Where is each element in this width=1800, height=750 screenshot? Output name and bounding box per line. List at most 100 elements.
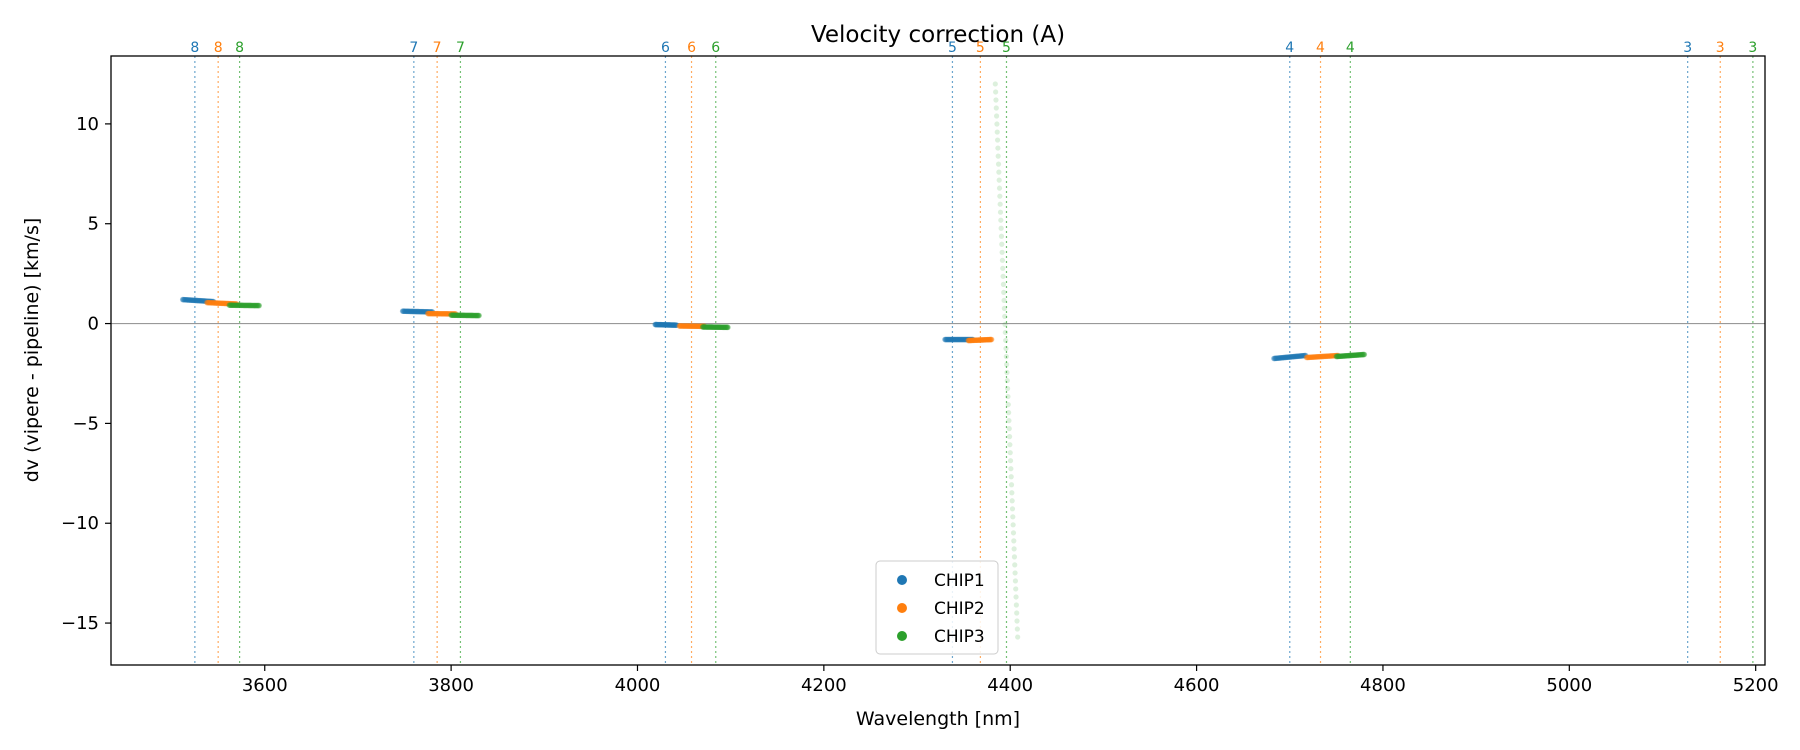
data-point	[219, 300, 226, 307]
data-point	[205, 299, 212, 306]
data-point	[428, 309, 434, 315]
data-point	[441, 311, 448, 317]
data-point	[1348, 352, 1355, 359]
data-point	[185, 297, 192, 303]
data-point	[943, 336, 950, 343]
data-point	[963, 336, 970, 343]
data-point	[1303, 354, 1310, 361]
data-point	[995, 153, 1001, 159]
data-point	[1314, 354, 1320, 360]
data-point	[949, 336, 955, 343]
data-point	[237, 302, 243, 309]
data-point	[1284, 354, 1290, 361]
data-point	[947, 336, 953, 343]
data-point	[422, 308, 428, 315]
data-point	[399, 308, 406, 314]
data-point	[1353, 352, 1360, 358]
order-label: 8	[190, 40, 199, 56]
data-point	[189, 297, 196, 304]
data-point	[412, 308, 418, 315]
data-point	[457, 312, 464, 319]
data-point	[716, 324, 722, 331]
data-point	[424, 309, 430, 315]
data-point	[946, 336, 953, 343]
data-point	[466, 312, 472, 319]
data-point	[951, 336, 958, 343]
data-point	[214, 300, 221, 306]
data-point	[976, 337, 983, 343]
data-point	[970, 337, 977, 344]
data-point	[1271, 355, 1278, 362]
data-point	[227, 302, 233, 309]
data-point	[1319, 353, 1325, 360]
data-point	[1307, 354, 1314, 361]
data-point	[695, 323, 702, 330]
data-point	[256, 302, 262, 309]
data-point	[1334, 353, 1340, 360]
data-point	[1010, 530, 1017, 536]
data-point	[1358, 351, 1365, 358]
data-point	[1347, 352, 1354, 359]
data-point	[467, 312, 474, 319]
data-point	[682, 323, 689, 329]
data-point	[402, 308, 408, 315]
data-point	[229, 302, 236, 309]
data-point	[699, 323, 705, 330]
data-point	[241, 302, 248, 309]
data-point	[1315, 353, 1322, 360]
data-point	[681, 323, 688, 329]
data-point	[1346, 352, 1353, 359]
data-point	[1318, 353, 1324, 360]
data-point	[444, 311, 450, 317]
data-point	[209, 298, 216, 305]
data-point	[993, 97, 999, 103]
data-point	[227, 300, 234, 307]
x-tick-label: 4600	[1174, 675, 1220, 696]
data-point	[998, 233, 1005, 239]
data-point	[1281, 354, 1288, 361]
data-point	[203, 298, 210, 304]
data-point	[459, 312, 465, 319]
data-point	[1276, 355, 1283, 361]
data-point	[211, 300, 218, 306]
data-point	[679, 323, 686, 329]
data-point	[213, 300, 219, 306]
order-label: 5	[976, 40, 985, 56]
data-point	[1008, 482, 1015, 488]
data-point	[1299, 353, 1306, 359]
data-point	[1330, 353, 1337, 359]
data-point	[1010, 522, 1016, 528]
data-point	[209, 300, 216, 306]
data-point	[448, 312, 454, 318]
data-point	[1282, 354, 1289, 361]
data-point	[1352, 352, 1358, 358]
data-point	[225, 300, 232, 307]
data-point	[415, 308, 422, 315]
data-point	[717, 324, 723, 331]
data-point	[1321, 353, 1328, 360]
legend-box	[875, 560, 999, 655]
data-point	[959, 336, 965, 343]
data-point	[1356, 352, 1363, 358]
data-point	[469, 312, 475, 319]
data-point	[1276, 355, 1282, 361]
order-label: 7	[409, 40, 418, 56]
data-point	[208, 298, 214, 305]
data-point	[410, 308, 417, 315]
data-point	[984, 336, 991, 343]
data-point	[233, 302, 240, 309]
data-point	[678, 323, 685, 329]
data-point	[653, 321, 660, 328]
data-point	[214, 300, 220, 306]
data-point	[1329, 353, 1336, 359]
data-point	[249, 302, 256, 309]
data-point	[223, 300, 229, 307]
data-point	[238, 302, 244, 309]
data-point	[1003, 353, 1009, 360]
data-point	[660, 321, 667, 328]
data-point	[688, 323, 694, 329]
data-point	[252, 302, 259, 309]
data-point	[664, 322, 671, 328]
data-point	[1005, 401, 1011, 408]
data-point	[999, 241, 1005, 247]
